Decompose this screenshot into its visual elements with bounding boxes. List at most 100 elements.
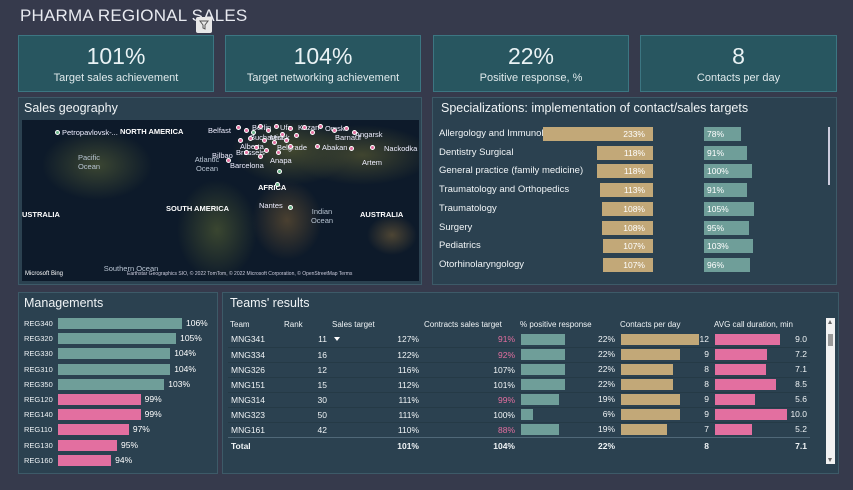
table-row[interactable]: MNG326 12 116% 107% 22% 8 7.1: [228, 362, 810, 377]
map-point[interactable]: [288, 205, 293, 210]
map-point[interactable]: [332, 128, 337, 133]
sort-desc-icon[interactable]: [334, 337, 340, 341]
management-bar[interactable]: [58, 363, 171, 375]
map-point[interactable]: [238, 138, 243, 143]
map-point[interactable]: [284, 138, 289, 143]
sales-target-bar[interactable]: 108%: [602, 220, 653, 235]
map-point[interactable]: [349, 146, 354, 151]
map-point[interactable]: [315, 144, 320, 149]
contacts-target-bar[interactable]: 91%: [704, 145, 748, 160]
spec-row[interactable]: Surgery 108% 95%: [439, 220, 829, 235]
management-bar[interactable]: [58, 318, 182, 329]
map-point[interactable]: [258, 154, 263, 159]
sales-target-bar[interactable]: 113%: [599, 183, 653, 198]
map-point[interactable]: [248, 136, 253, 141]
map-point[interactable]: [302, 125, 307, 130]
management-row[interactable]: REG160 94%: [24, 454, 214, 466]
management-row[interactable]: REG320 105%: [24, 333, 214, 345]
map-point[interactable]: [277, 169, 282, 174]
map-point[interactable]: [275, 182, 280, 187]
scroll-thumb[interactable]: [828, 334, 833, 346]
contacts-target-bar[interactable]: 100%: [704, 164, 752, 179]
contacts-target-bar[interactable]: 95%: [704, 220, 750, 235]
management-bar[interactable]: [58, 333, 177, 345]
contacts-target-bar[interactable]: 91%: [704, 183, 748, 198]
spec-row[interactable]: Pediatrics 107% 103%: [439, 239, 829, 254]
management-row[interactable]: REG330 104%: [24, 348, 214, 360]
map-point[interactable]: [258, 124, 263, 129]
column-header-rank[interactable]: Rank: [284, 319, 303, 329]
column-header-contracts[interactable]: Contracts sales target: [424, 319, 502, 329]
management-row[interactable]: REG340 106%: [24, 318, 214, 329]
map-point[interactable]: [55, 130, 60, 135]
map-point[interactable]: [244, 128, 249, 133]
map-point[interactable]: [266, 128, 271, 133]
management-row[interactable]: REG140 99%: [24, 409, 214, 421]
map-point[interactable]: [262, 138, 267, 143]
column-header-positive[interactable]: % positive response: [520, 319, 592, 329]
sales-target-bar[interactable]: 118%: [597, 145, 653, 160]
management-bar[interactable]: [58, 424, 129, 436]
table-row[interactable]: MNG161 42 110% 88% 19% 7 5.2: [228, 422, 810, 437]
table-row[interactable]: MNG334 16 122% 92% 22% 9 7.2: [228, 347, 810, 362]
map-point[interactable]: [370, 145, 375, 150]
column-header-contacts[interactable]: Contacts per day: [620, 319, 681, 329]
spec-scrollbar[interactable]: [828, 127, 830, 185]
spec-row[interactable]: Dentistry Surgical 118% 91%: [439, 145, 829, 160]
management-row[interactable]: REG110 97%: [24, 424, 214, 436]
management-bar[interactable]: [58, 439, 118, 451]
spec-row[interactable]: Traumatology and Orthopedics 113% 91%: [439, 183, 829, 198]
management-row[interactable]: REG130 95%: [24, 439, 214, 451]
map-point[interactable]: [310, 130, 315, 135]
management-row[interactable]: REG350 103%: [24, 378, 214, 390]
table-row[interactable]: MNG323 50 111% 100% 6% 9 10.0: [228, 407, 810, 422]
map-point[interactable]: [352, 130, 357, 135]
sales-target-bar[interactable]: 107%: [602, 257, 653, 272]
contacts-target-bar[interactable]: 103%: [704, 239, 754, 254]
column-header-avg-call[interactable]: AVG call duration, min: [714, 319, 793, 329]
management-bar[interactable]: [58, 378, 165, 390]
map-point[interactable]: [294, 133, 299, 138]
map-point[interactable]: [226, 158, 231, 163]
contacts-target-bar[interactable]: 96%: [704, 257, 750, 272]
sales-target-bar[interactable]: 107%: [602, 239, 653, 254]
table-row[interactable]: MNG314 30 111% 99% 19% 9 5.6: [228, 392, 810, 407]
contacts-target-bar[interactable]: 78%: [704, 127, 742, 141]
sales-map[interactable]: Petropavlovsk-... NORTH AMERICA Belfast …: [22, 120, 419, 281]
column-header-sales-target[interactable]: Sales target: [330, 316, 422, 332]
map-point[interactable]: [254, 145, 259, 150]
sales-target-bar[interactable]: 118%: [597, 164, 653, 179]
spec-row[interactable]: Allergology and Immunology 233% 78%: [439, 127, 829, 141]
management-row[interactable]: REG120 99%: [24, 394, 214, 405]
spec-row[interactable]: Traumatology 108% 105%: [439, 201, 829, 216]
map-point[interactable]: [344, 126, 349, 131]
management-bar[interactable]: [58, 454, 112, 466]
scroll-up-icon[interactable]: [828, 320, 832, 324]
map-point[interactable]: [280, 132, 285, 137]
management-bar[interactable]: [58, 394, 141, 405]
management-bar[interactable]: [58, 348, 171, 360]
spec-row[interactable]: Otorhinolaryngology 107% 96%: [439, 257, 829, 272]
map-point[interactable]: [244, 150, 249, 155]
map-point[interactable]: [236, 125, 241, 130]
map-point[interactable]: [288, 126, 293, 131]
sales-target-bar[interactable]: 108%: [602, 201, 653, 216]
map-point[interactable]: [276, 150, 281, 155]
filter-icon[interactable]: [196, 17, 212, 33]
table-row[interactable]: MNG341 11 127% 91% 22% 12 9.0: [228, 332, 810, 347]
map-point[interactable]: [274, 124, 279, 129]
scroll-down-icon[interactable]: [828, 458, 832, 462]
column-header-team[interactable]: Team: [230, 319, 250, 329]
spec-row[interactable]: General practice (family medicine) 118% 10…: [439, 164, 829, 179]
map-point[interactable]: [251, 130, 256, 135]
teams-scrollbar[interactable]: [826, 318, 835, 464]
map-point[interactable]: [264, 148, 269, 153]
map-point[interactable]: [272, 140, 277, 145]
map-point[interactable]: [288, 144, 293, 149]
table-row[interactable]: MNG151 15 112% 101% 22% 8 8.5: [228, 377, 810, 392]
sales-target-bar[interactable]: 233%: [543, 127, 653, 141]
map-credit[interactable]: Earthstar Geographics SIO, © 2022 TomTom…: [127, 271, 353, 277]
map-point[interactable]: [318, 124, 323, 129]
management-row[interactable]: REG310 104%: [24, 363, 214, 375]
management-bar[interactable]: [58, 409, 141, 421]
